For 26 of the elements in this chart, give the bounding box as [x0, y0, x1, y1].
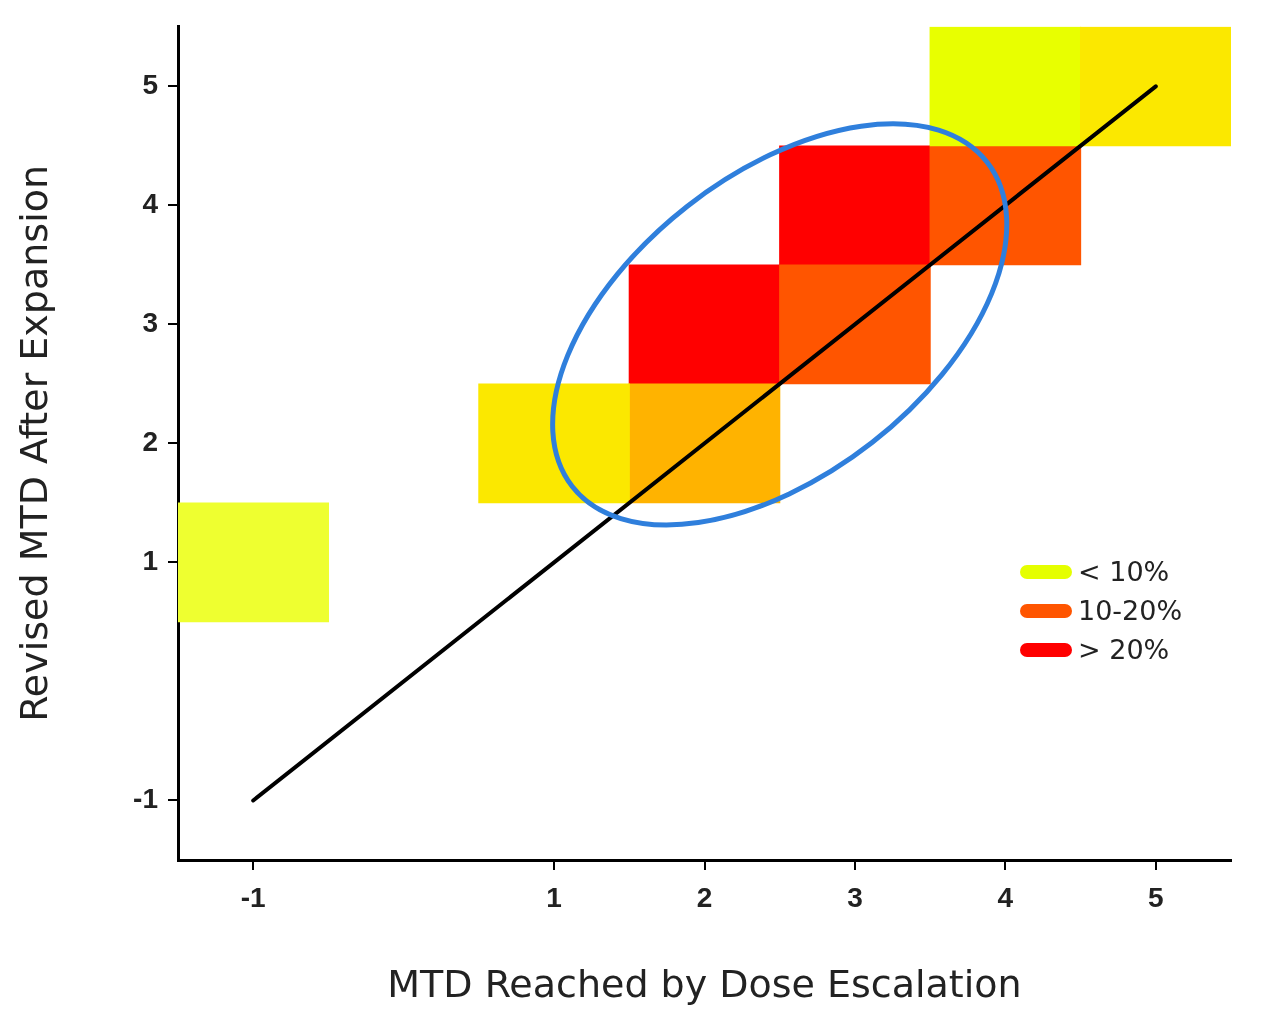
x-tick-label: 3	[847, 881, 863, 913]
x-tick-label: -1	[240, 881, 266, 913]
y-tick-label: 2	[142, 426, 158, 458]
bar	[628, 383, 781, 504]
y-tick-label: 5	[142, 69, 158, 101]
x-axis-title: MTD Reached by Dose Escalation	[387, 962, 1022, 1007]
y-tick-label: 3	[142, 307, 158, 339]
legend-label: > 20%	[1078, 634, 1170, 665]
bar	[628, 264, 781, 385]
bar	[178, 502, 330, 623]
y-axis-title: Revised MTD After Expansion	[11, 164, 56, 722]
y-tick-label: -1	[133, 783, 158, 815]
x-tick-label: 4	[997, 881, 1014, 913]
y-tick-label: 1	[142, 545, 158, 577]
bar	[1079, 26, 1231, 147]
bar	[929, 26, 1082, 147]
bar	[779, 264, 931, 385]
legend-label: 10-20%	[1078, 595, 1183, 626]
y-tick-label: 4	[142, 188, 159, 220]
legend-label: < 10%	[1078, 556, 1170, 587]
x-tick-label: 5	[1148, 881, 1164, 913]
x-tick-label: 1	[546, 881, 562, 913]
bar	[478, 383, 630, 504]
bar	[929, 145, 1082, 266]
x-tick-label: 2	[696, 881, 713, 913]
bar	[779, 145, 931, 266]
